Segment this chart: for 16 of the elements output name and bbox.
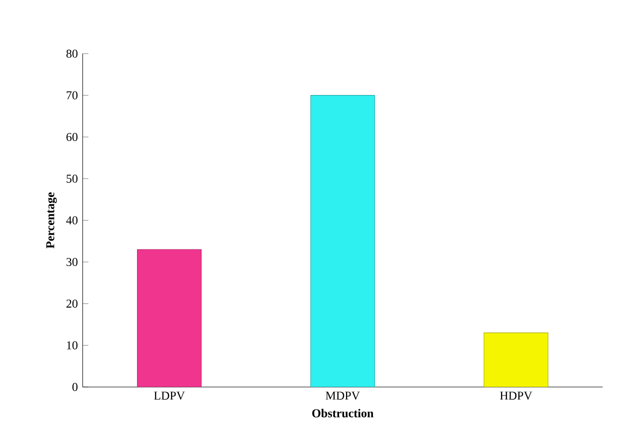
y-axis-title: Percentage [46,192,57,248]
x-axis-title: Obstruction [312,408,374,418]
y-tick-label: 70 [66,91,78,100]
bar [484,332,548,387]
y-tick-label: 20 [66,300,78,308]
y-tick-label: 10 [67,341,78,350]
y-tick-label: 60 [66,132,78,142]
bar [137,249,202,387]
y-tick-label: 0 [72,382,78,392]
y-tick-label: 80 [66,50,78,58]
x-tick-label: HDPV [500,392,532,400]
x-tick-label: MDPV [326,392,360,400]
y-tick-label: 30 [66,258,78,266]
y-tick-label: 40 [66,216,78,224]
y-tick-label: 50 [66,174,78,183]
x-tick-label: LDPV [154,392,185,400]
